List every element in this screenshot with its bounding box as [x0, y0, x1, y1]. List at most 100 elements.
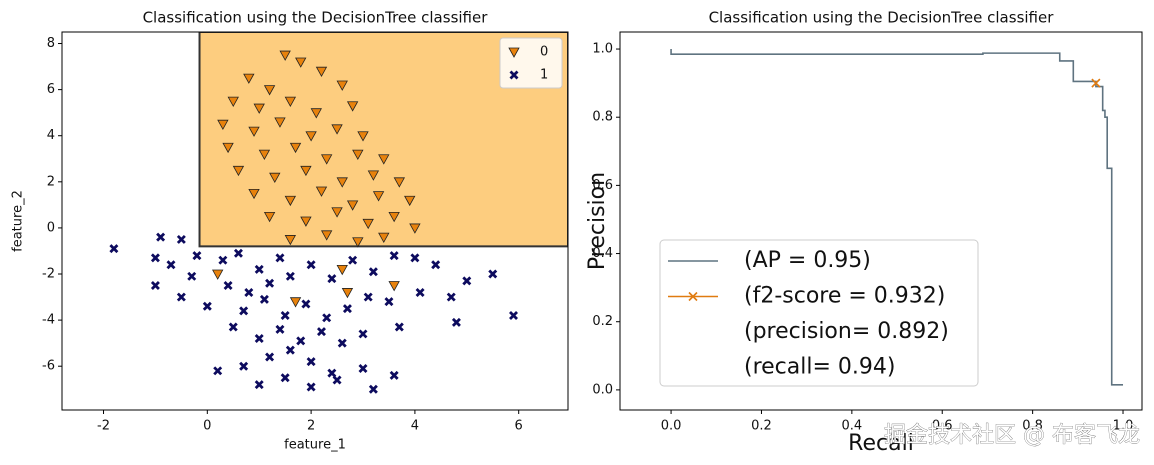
point: [275, 324, 285, 334]
point: [248, 188, 260, 200]
point: [253, 103, 265, 114]
axes-frame: [619, 31, 1143, 411]
y-tick-label: 0.2: [592, 314, 613, 329]
point: [306, 260, 316, 270]
point: [342, 304, 352, 314]
point: [300, 216, 312, 227]
x-tick-label: 0.2: [751, 419, 772, 434]
point: [410, 253, 420, 263]
point: [300, 165, 312, 177]
point: [378, 154, 390, 165]
x-tick-label: 6: [515, 419, 523, 434]
point: [331, 207, 343, 218]
point: [244, 287, 254, 297]
point: [404, 195, 416, 207]
point: [451, 317, 461, 327]
point: [488, 269, 498, 279]
x-tick-label: 0.6: [932, 419, 953, 434]
point: [341, 288, 354, 299]
point: [228, 322, 238, 332]
point: [315, 66, 328, 78]
point: [327, 274, 337, 284]
point: [295, 57, 307, 68]
watermark: 掘金技术社区 @ 布客飞龙: [884, 423, 1140, 448]
point: [388, 211, 400, 223]
pr-curve: [670, 49, 1124, 386]
point: [315, 186, 328, 197]
legend-box: [659, 239, 979, 387]
y-tick-label: 0: [47, 220, 55, 235]
point: [358, 364, 368, 374]
point: [150, 281, 160, 291]
chart-title: Classification using the DecisionTree cl…: [709, 9, 1055, 27]
y-tick-label: 0.0: [592, 382, 613, 397]
point: [367, 170, 380, 181]
point: [263, 211, 276, 223]
plot-area: [109, 32, 568, 394]
point: [320, 154, 333, 165]
y-tick-label: 6: [47, 82, 55, 97]
point: [346, 101, 359, 112]
point: [279, 50, 291, 61]
point: [285, 271, 295, 281]
point: [378, 232, 390, 243]
chart-title: Classification using the DecisionTree cl…: [143, 9, 489, 27]
point: [358, 329, 368, 339]
point: [243, 73, 255, 84]
y-axis-label: feature_2: [11, 190, 26, 252]
legend-label: (f2-score = 0.932): [744, 284, 945, 309]
point: [336, 265, 348, 276]
x-tick-label: 1.0: [1113, 419, 1134, 434]
legend-marker: [688, 291, 698, 302]
point: [509, 311, 518, 320]
legend-note: (recall= 0.94): [744, 355, 895, 380]
point: [348, 255, 358, 265]
point: [284, 195, 297, 207]
legend-marker: [509, 70, 519, 80]
point: [301, 299, 311, 309]
point: [232, 165, 245, 177]
point: [305, 131, 317, 142]
x-tick-label: -2: [97, 419, 110, 434]
point: [213, 366, 223, 376]
x-axis-label: feature_1: [284, 438, 346, 453]
point: [384, 297, 394, 307]
point: [352, 149, 364, 160]
point: [462, 276, 472, 286]
point: [212, 269, 224, 280]
point: [227, 96, 239, 107]
point: [176, 292, 186, 302]
point: [285, 345, 295, 355]
legend-marker: [508, 47, 520, 58]
point: [284, 96, 297, 107]
point: [393, 177, 406, 188]
point: [316, 327, 326, 337]
y-tick-label: 2: [47, 174, 55, 189]
point: [254, 264, 264, 274]
point: [176, 234, 186, 244]
legend-label: 1: [540, 68, 548, 83]
x-axis-label: Recall: [848, 431, 914, 456]
point: [166, 260, 176, 270]
point: [269, 172, 281, 184]
point: [357, 131, 369, 142]
point: [409, 223, 421, 234]
point: [150, 253, 160, 263]
point: [289, 142, 302, 154]
point: [372, 191, 385, 202]
point: [415, 287, 425, 297]
point: [275, 253, 285, 263]
legend-box: [499, 37, 563, 89]
point: [306, 382, 316, 392]
point: [322, 313, 332, 323]
point: [388, 281, 400, 292]
point: [192, 251, 202, 261]
point: [352, 237, 364, 248]
point: [446, 292, 456, 302]
axes-frame: [61, 31, 569, 411]
point: [336, 80, 348, 91]
y-tick-label: 0.8: [592, 110, 613, 125]
legend-note: (precision= 0.892): [744, 319, 949, 344]
point: [394, 322, 404, 332]
point: [233, 248, 243, 258]
